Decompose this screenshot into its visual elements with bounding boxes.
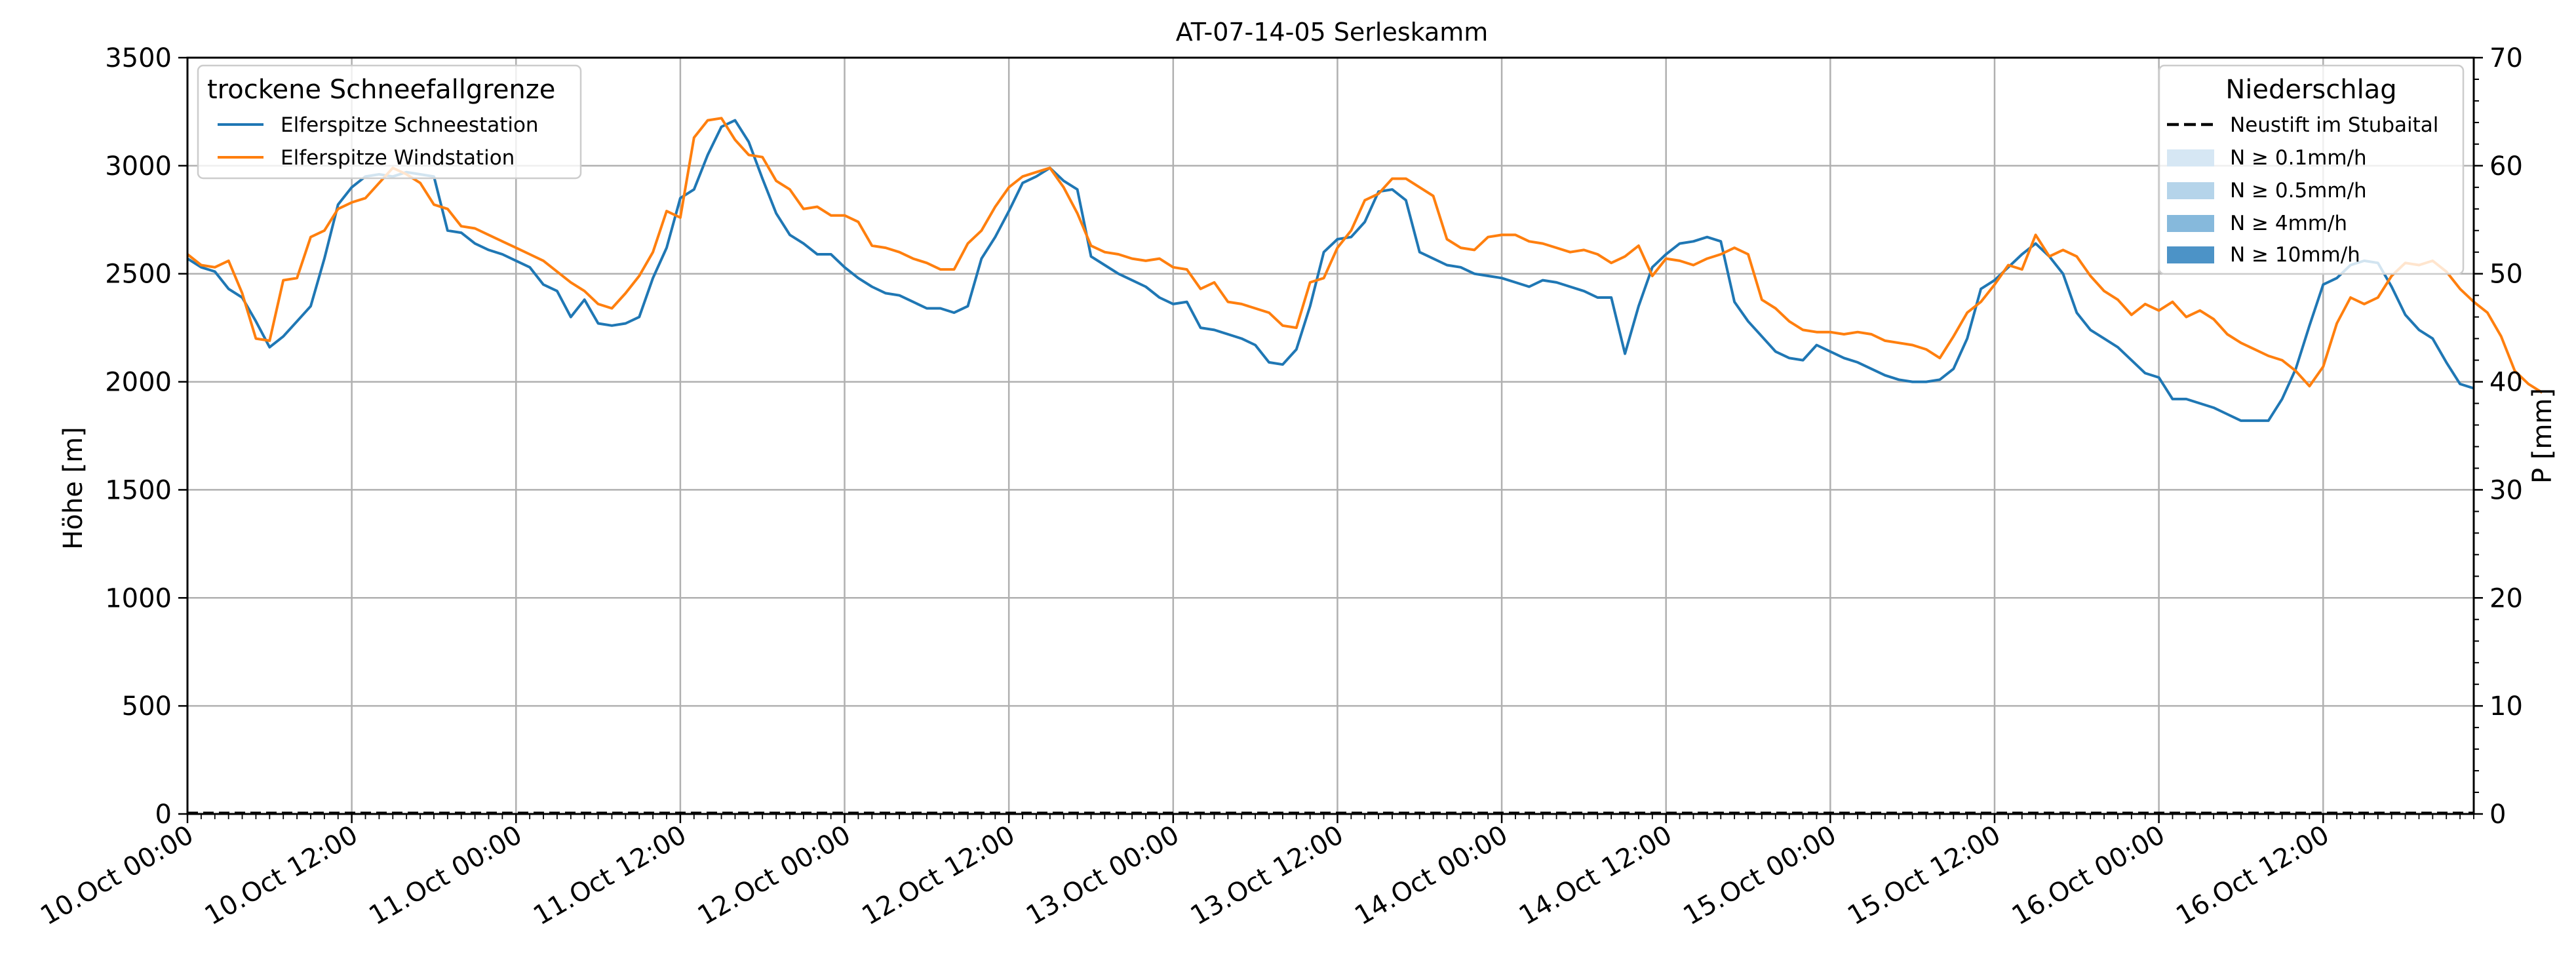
legend-label-n01: N ≥ 0.1mm/h [2230,146,2367,170]
legend-label-neustift: Neustift im Stubaital [2230,113,2438,137]
legend-right-title: Niederschlag [2225,75,2396,105]
series-layer [186,117,2543,814]
y-tick-label-right: 20 [2489,583,2523,613]
y-tick-label-left: 3000 [105,151,172,182]
y-tick-label-left: 2000 [105,368,172,398]
legend-label-n4: N ≥ 4mm/h [2230,212,2347,235]
plot-frame [186,56,2475,815]
legend-left-title: trockene Schneefallgrenze [207,75,555,105]
y-tick-label-right: 0 [2489,800,2506,830]
legend-swatch-n10 [2167,246,2214,263]
series-line-windstation [186,117,2543,394]
y-axis-label-left: Höhe [m] [58,427,88,549]
y-tick-label-left: 1000 [105,583,172,613]
legend-swatch-n01 [2167,149,2214,166]
legend-label-n10: N ≥ 10mm/h [2230,243,2360,267]
legend-label-n05: N ≥ 0.5mm/h [2230,179,2367,203]
y-tick-label-left: 500 [122,691,172,722]
y-tick-label-right: 30 [2489,475,2523,505]
legend-swatch-n4 [2167,215,2214,232]
y-tick-label-left: 2500 [105,260,172,290]
legend-left: trockene Schneefallgrenze Elferspitze Sc… [197,64,582,180]
y-axis-label-right: P [mm] [2527,388,2558,484]
series-line-schneestation [186,119,2474,422]
chart-title: AT-07-14-05 Serleskamm [1176,18,1489,47]
legend-swatch-n05 [2167,182,2214,199]
legend-label-windstation: Elferspitze Windstation [281,146,515,170]
y-tick-label-right: 40 [2489,368,2523,398]
y-tick-label-right: 50 [2489,260,2523,290]
legend-right-frame [2158,64,2465,275]
y-tick-label-left: 3500 [105,43,172,73]
y-tick-label-right: 60 [2489,151,2523,182]
y-tick-label-left: 1500 [105,475,172,505]
grid [187,58,2474,814]
legend-label-schneestation: Elferspitze Schneestation [281,113,539,137]
y-tick-label-left: 0 [155,800,172,830]
y-tick-label-right: 70 [2489,43,2523,73]
y-tick-label-right: 10 [2489,691,2523,722]
legend-left-frame [197,64,582,180]
legend-right: Niederschlag Neustift im Stubaital N ≥ 0… [2158,64,2465,275]
